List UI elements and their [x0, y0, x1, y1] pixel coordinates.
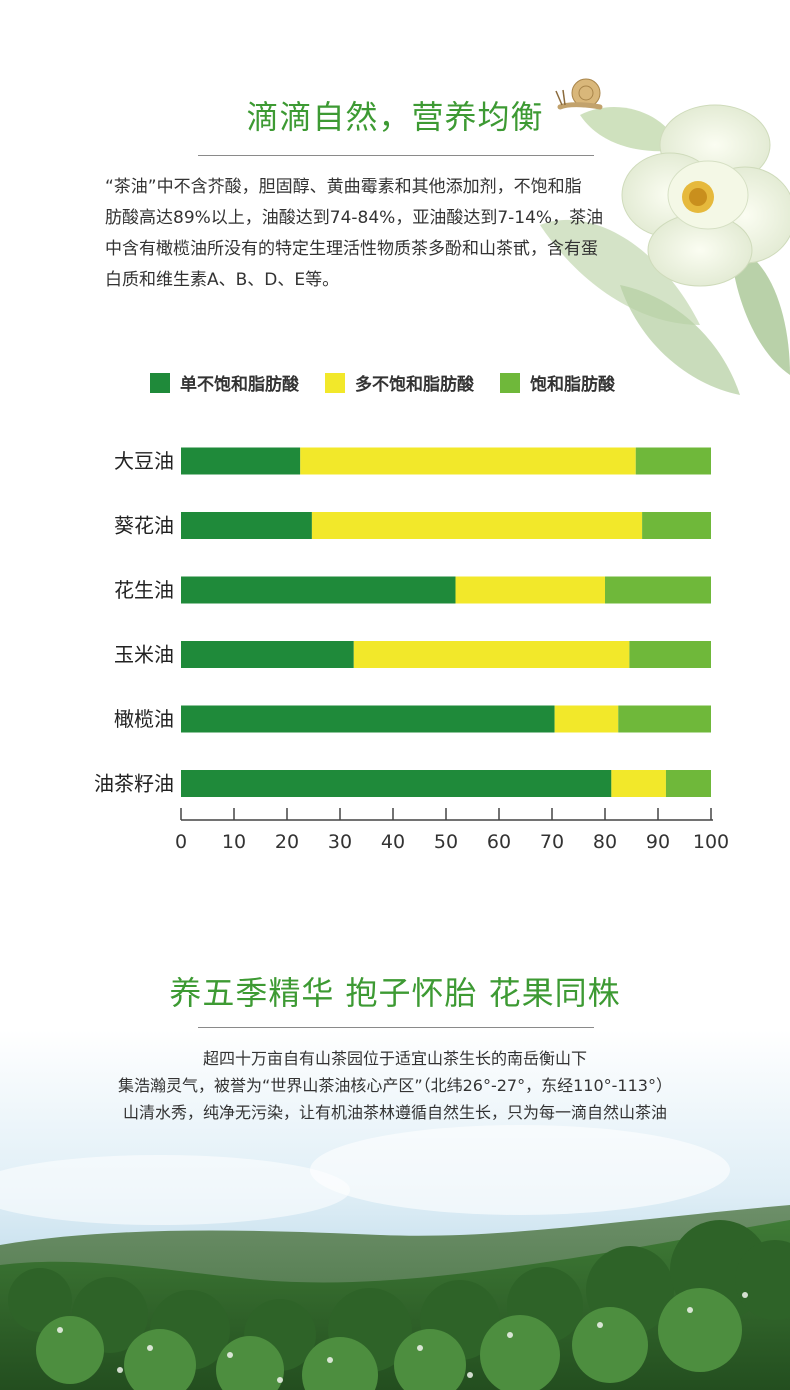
bar-segment-saturated: [635, 447, 711, 475]
category-label: 花生油: [114, 578, 174, 602]
plantation-paragraph: 超四十万亩自有山茶园位于适宜山茶生长的南岳衡山下 集浩瀚灵气，被誉为“世界山茶油…: [0, 1045, 790, 1126]
intro-line: 白质和维生素A、B、D、E等。: [105, 270, 340, 290]
bar-segment-saturated: [642, 512, 711, 539]
section-title: 滴滴自然，营养均衡: [246, 98, 544, 136]
x-tick-label: 90: [646, 831, 670, 853]
category-label: 玉米油: [114, 643, 174, 667]
bar-segment-monounsaturated: [181, 705, 555, 733]
intro-line: 中含有橄榄油所没有的特定生理活性物质茶多酚和山茶甙，含有蛋: [105, 239, 598, 259]
plantation-line: 山清水秀，纯净无污染，让有机油茶林遵循自然生长，只为每一滴自然山茶油: [122, 1103, 667, 1122]
legend-label: 多不饱和脂肪酸: [355, 375, 474, 395]
legend-swatch: [325, 372, 345, 393]
intro-paragraph: “茶油”中不含芥酸，胆固醇、黄曲霉素和其他添加剂，不饱和脂 肪酸高达89%以上，…: [105, 172, 705, 296]
bar-segment-monounsaturated: [181, 641, 354, 668]
x-tick-label: 0: [175, 831, 187, 853]
bar-segment-monounsaturated: [181, 576, 456, 604]
title-divider: [198, 155, 594, 156]
bar-segment-polyunsaturated: [300, 447, 636, 475]
category-label: 大豆油: [114, 449, 174, 473]
intro-line: 肪酸高达89%以上，油酸达到74-84%，亚油酸达到7-14%，茶油: [105, 208, 604, 228]
category-label: 葵花油: [114, 514, 174, 538]
category-label: 油茶籽油: [94, 772, 174, 796]
bar-segment-polyunsaturated: [353, 641, 630, 668]
x-tick-label: 60: [487, 831, 511, 853]
x-tick-label: 70: [540, 831, 564, 853]
bar-segment-polyunsaturated: [311, 512, 643, 539]
x-tick-label: 30: [328, 831, 352, 853]
x-tick-label: 80: [593, 831, 617, 853]
bar-segment-polyunsaturated: [455, 576, 605, 604]
plantation-line: 集浩瀚灵气，被誉为“世界山茶油核心产区”（北纬26°-27°，东经110°-11…: [118, 1076, 672, 1095]
camellia-flower-illustration: [540, 78, 790, 395]
bar-segment-monounsaturated: [181, 770, 612, 797]
legend-label: 饱和脂肪酸: [530, 375, 615, 395]
x-tick-label: 100: [693, 831, 729, 853]
x-tick-label: 10: [222, 831, 246, 853]
intro-line: “茶油”中不含芥酸，胆固醇、黄曲霉素和其他添加剂，不饱和脂: [105, 177, 582, 197]
section2-title: 养五季精华 抱子怀胎 花果同株: [169, 974, 621, 1012]
bar-segment-monounsaturated: [181, 447, 301, 475]
legend-item-monounsaturated: 单不饱和脂肪酸: [150, 370, 299, 395]
bar-segment-saturated: [618, 705, 711, 733]
legend-swatch: [150, 372, 170, 393]
legend-item-saturated: 饱和脂肪酸: [500, 370, 615, 395]
bar-segment-polyunsaturated: [554, 705, 619, 733]
legend-swatch: [500, 372, 520, 393]
category-label: 橄榄油: [114, 707, 174, 731]
tea-plantation-landscape: [0, 1030, 790, 1390]
bar-segment-polyunsaturated: [611, 770, 666, 797]
x-tick-label: 50: [434, 831, 458, 853]
chart-legend: 单不饱和脂肪酸 多不饱和脂肪酸 饱和脂肪酸: [150, 370, 641, 395]
x-tick-label: 40: [381, 831, 405, 853]
bar-segment-saturated: [629, 641, 711, 668]
section2-divider: [198, 1027, 594, 1028]
bar-segment-saturated: [665, 770, 711, 797]
bar-segment-monounsaturated: [181, 512, 312, 539]
legend-item-polyunsaturated: 多不饱和脂肪酸: [325, 370, 474, 395]
plantation-line: 超四十万亩自有山茶园位于适宜山茶生长的南岳衡山下: [202, 1049, 587, 1068]
legend-label: 单不饱和脂肪酸: [180, 375, 299, 395]
bar-segment-saturated: [605, 576, 711, 604]
x-tick-label: 20: [275, 831, 299, 853]
